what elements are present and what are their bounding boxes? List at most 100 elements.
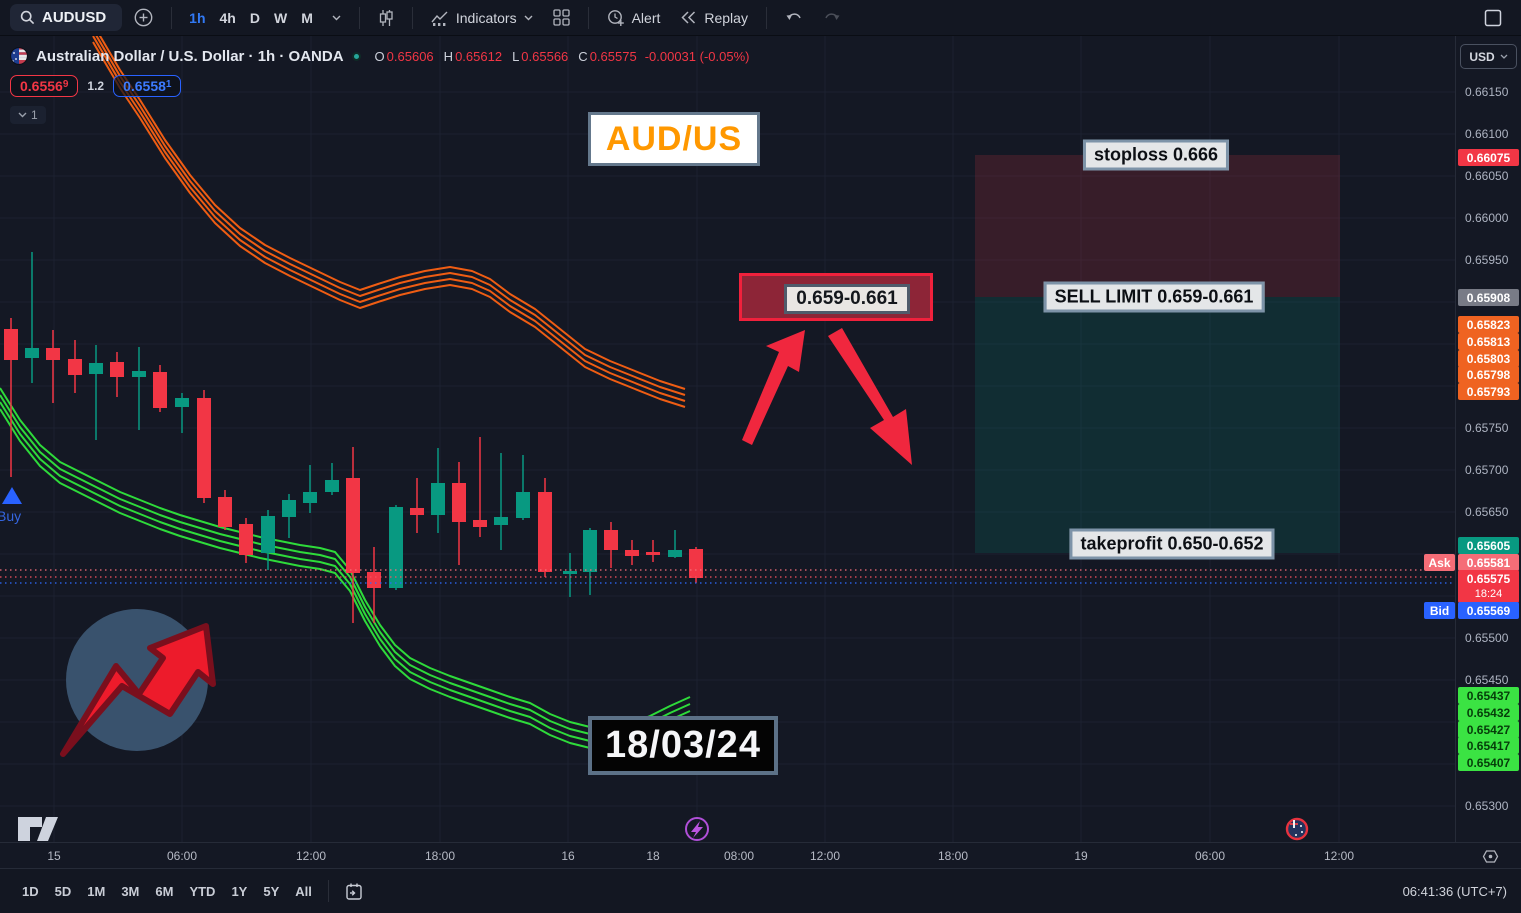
candle-body	[153, 372, 167, 408]
price-tick: 0.66000	[1465, 211, 1509, 225]
replay-label: Replay	[704, 9, 748, 26]
price-tick: 0.66150	[1465, 85, 1509, 99]
tradingview-logo[interactable]	[18, 817, 58, 841]
currency-dropdown[interactable]: USD	[1460, 44, 1517, 69]
range-3m[interactable]: 3M	[113, 879, 147, 904]
chart-canvas[interactable]	[0, 36, 1455, 842]
price-badge: 0.65417	[1458, 737, 1519, 754]
indicators-label: Indicators	[455, 9, 517, 26]
arrow-down-annotation[interactable]	[828, 328, 912, 465]
indicators-icon	[431, 10, 449, 26]
timeframe-1h[interactable]: 1h	[182, 6, 212, 30]
range-5d[interactable]: 5D	[47, 879, 80, 904]
ema-ribbon-lower	[0, 401, 691, 743]
range-1d[interactable]: 1D	[14, 879, 47, 904]
buy-signal-triangle	[2, 487, 22, 504]
toolbar-divider	[171, 6, 173, 29]
takeprofit-label[interactable]: takeprofit 0.650-0.652	[1069, 528, 1275, 560]
stoploss-zone[interactable]	[975, 155, 1340, 297]
window-square-icon	[1483, 8, 1503, 28]
time-axis[interactable]: 15 06:00 12:00 18:00 16 18 08:00 12:00 18:00 19 06…	[0, 842, 1521, 868]
range-ytd[interactable]: YTD	[181, 879, 223, 904]
object-tree-collapse-button[interactable]: 1	[10, 106, 46, 124]
timeframe-menu-button[interactable]	[324, 11, 349, 25]
price-tick: 0.65950	[1465, 253, 1509, 267]
indicators-button[interactable]: Indicators	[423, 6, 541, 30]
price-badge: 0.65823	[1458, 316, 1519, 333]
timeframe-w[interactable]: W	[267, 6, 294, 30]
redo-button[interactable]	[815, 7, 849, 29]
au-flag-event-icon[interactable]	[1285, 817, 1309, 841]
candle-body	[197, 398, 211, 498]
timeframe-group: 1h 4h D W M	[182, 6, 320, 30]
symbol-search-button[interactable]: AUDUSD	[10, 4, 123, 31]
time-label: 18:00	[424, 849, 456, 863]
symbol-title: Australian Dollar / U.S. Dollar · 1h · O…	[36, 47, 344, 65]
candle-body	[46, 348, 60, 360]
top-toolbar: AUDUSD 1h 4h D W M Indicators	[0, 0, 1521, 36]
replay-icon	[680, 10, 697, 25]
layout-grid-button[interactable]	[545, 5, 578, 30]
candle-body	[303, 492, 317, 503]
price-tick: 0.65300	[1465, 799, 1509, 813]
date-annotation[interactable]: 18/03/24	[588, 716, 778, 775]
ohlc-H: H 0.65612	[443, 48, 503, 64]
chart-style-button[interactable]	[370, 5, 402, 31]
candle-body	[68, 359, 82, 375]
axis-settings-gear-icon[interactable]	[1482, 848, 1499, 865]
price-tick: 0.66100	[1465, 127, 1509, 141]
price-badge: 0.65813	[1458, 333, 1519, 350]
last-price-badge: 0.65575 18:24	[1458, 570, 1519, 603]
price-tick: 0.65750	[1465, 421, 1509, 435]
candlestick-icon	[378, 9, 394, 27]
replay-button[interactable]: Replay	[672, 6, 756, 30]
price-badge: 0.65798	[1458, 366, 1519, 383]
session-clock[interactable]: 06:41:36 (UTC+7)	[1402, 883, 1507, 899]
candle-body	[25, 348, 39, 358]
time-label: 12:00	[295, 849, 327, 863]
timeframe-4h[interactable]: 4h	[213, 6, 243, 30]
range-6m[interactable]: 6M	[147, 879, 181, 904]
entry-range-box[interactable]: 0.659-0.661	[739, 273, 933, 321]
sell-bid-button[interactable]: 0.65569	[10, 75, 79, 97]
range-all[interactable]: All	[287, 879, 320, 904]
chevron-down-icon	[1500, 54, 1508, 59]
calendar-icon	[345, 882, 363, 901]
price-tick: 0.66050	[1465, 169, 1509, 183]
takeprofit-zone[interactable]	[975, 297, 1340, 553]
candle-body	[583, 530, 597, 572]
chevron-down-icon	[18, 112, 27, 118]
ema-ribbon-upper	[92, 36, 686, 402]
add-symbol-button[interactable]	[126, 4, 161, 31]
arrow-up-annotation[interactable]	[742, 330, 805, 445]
pair-text-annotation[interactable]: AUD/US	[588, 112, 760, 166]
candle-body	[473, 520, 487, 527]
alert-clock-icon	[607, 9, 625, 27]
candle-body	[625, 550, 639, 556]
sell-limit-label[interactable]: SELL LIMIT 0.659-0.661	[1043, 281, 1265, 313]
toolbar-divider	[411, 6, 413, 29]
range-1m[interactable]: 1M	[79, 879, 113, 904]
candle-body	[261, 516, 275, 553]
time-label: 19	[1074, 849, 1088, 863]
timeframe-d[interactable]: D	[243, 6, 267, 30]
chart-pane[interactable]: Australian Dollar / U.S. Dollar · 1h · O…	[0, 36, 1455, 842]
stoploss-label[interactable]: stoploss 0.666	[1082, 139, 1230, 171]
buy-ask-button[interactable]: 0.65581	[113, 75, 182, 97]
candle-body	[89, 363, 103, 374]
symbol-header[interactable]: Australian Dollar / U.S. Dollar · 1h · O…	[10, 47, 749, 65]
price-scale[interactable]: USD 0.66150 0.66100 0.66050 0.66000 0.65950 0…	[1455, 36, 1521, 842]
timeframe-m[interactable]: M	[294, 6, 320, 30]
ema-ribbon-upper	[92, 41, 686, 408]
candle-body	[239, 524, 253, 555]
undo-button[interactable]	[777, 7, 811, 29]
go-to-date-button[interactable]	[337, 878, 371, 905]
candle-body	[538, 492, 552, 572]
range-1y[interactable]: 1Y	[223, 879, 255, 904]
range-5y[interactable]: 5Y	[255, 879, 287, 904]
market-status-dot[interactable]	[351, 51, 361, 61]
event-lightning-icon[interactable]	[685, 817, 709, 841]
fullscreen-button[interactable]	[1475, 4, 1511, 32]
alert-button[interactable]: Alert	[599, 5, 669, 31]
